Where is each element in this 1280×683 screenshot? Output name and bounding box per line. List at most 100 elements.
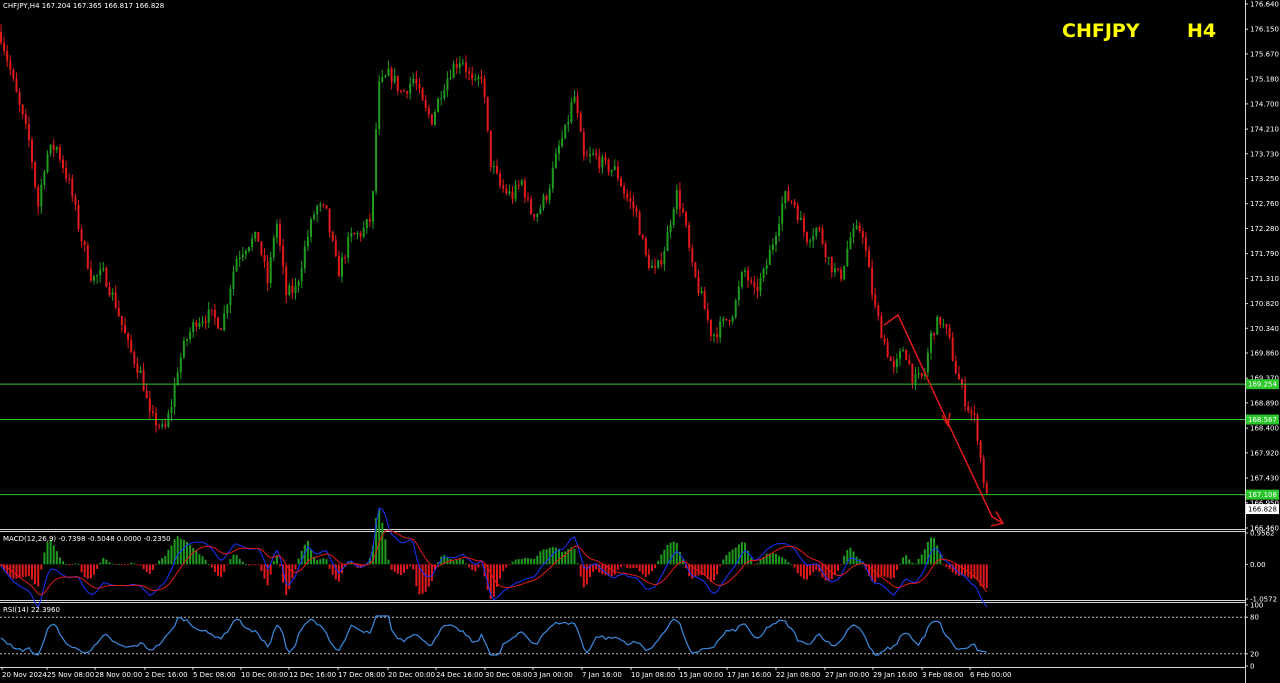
macd-histogram-bar xyxy=(468,564,471,568)
rsi-pane: 100 80 20 0 xyxy=(0,602,1263,671)
price-tick-label: 169.370 xyxy=(1250,375,1279,383)
time-tick-label: 27 Jan 00:00 xyxy=(825,671,869,679)
candle-body xyxy=(781,203,784,224)
candle-body xyxy=(120,316,123,326)
macd-histogram-bar xyxy=(973,564,976,579)
candle-body xyxy=(446,78,449,91)
candle-body xyxy=(263,254,266,262)
candle-body xyxy=(201,321,204,324)
macd-histogram-bar xyxy=(40,564,43,570)
candle-body xyxy=(737,286,740,301)
macd-line xyxy=(0,507,988,609)
candle-body xyxy=(508,191,511,194)
candle-body xyxy=(384,75,387,78)
time-tick-label: 17 Dec 08:00 xyxy=(338,671,385,679)
candle-body xyxy=(477,76,480,80)
macd-histogram-bar xyxy=(62,561,64,565)
support-levels[interactable]: 169.254 168.567 167.108 166.828 xyxy=(0,379,1279,515)
macd-histogram-bar xyxy=(666,544,669,565)
candle-body xyxy=(647,254,650,268)
macd-histogram-bar xyxy=(517,559,520,565)
macd-histogram-bar xyxy=(871,564,874,582)
price-tick-label: 174.700 xyxy=(1250,100,1279,108)
macd-histogram-bar xyxy=(716,564,719,575)
candle-body xyxy=(592,153,595,155)
trend-arrow xyxy=(883,313,1005,527)
candle-body xyxy=(328,208,331,232)
candle-body xyxy=(601,157,604,168)
macd-histogram-bar xyxy=(719,564,722,567)
macd-histogram-bar xyxy=(492,564,495,598)
macd-histogram-bar xyxy=(350,560,353,565)
macd-histogram-bar xyxy=(595,564,598,570)
macd-histogram-bar xyxy=(263,564,266,579)
candle-body xyxy=(139,370,142,373)
price-tick-label: 168.890 xyxy=(1250,399,1279,407)
candle-body xyxy=(778,223,781,237)
macd-histogram-bar xyxy=(790,564,793,566)
time-tick-label: 30 Dec 08:00 xyxy=(485,671,532,679)
candle-body xyxy=(948,327,951,338)
macd-histogram-bar xyxy=(554,547,557,565)
candle-body xyxy=(654,265,657,268)
candle-body xyxy=(282,245,285,267)
candle-body xyxy=(468,71,471,74)
macd-histogram-bar xyxy=(604,564,607,576)
candle-body xyxy=(9,60,12,70)
candle-body xyxy=(849,237,852,249)
candle-body xyxy=(347,236,350,258)
candle-body xyxy=(926,352,929,373)
macd-histogram-bar xyxy=(232,554,235,565)
macd-histogram-bar xyxy=(589,564,591,578)
candle-body xyxy=(390,68,393,82)
candle-body xyxy=(616,166,619,179)
macd-histogram-bar xyxy=(449,558,452,565)
macd-histogram-bar xyxy=(514,559,517,565)
chart-info: CHFJPY,H4 167.204 167.365 166.817 166.82… xyxy=(3,2,164,10)
candle-body xyxy=(970,410,973,414)
macd-histogram-bar xyxy=(217,564,219,576)
macd-histogram-bar xyxy=(145,564,148,573)
candle-body xyxy=(719,321,722,338)
candle-body xyxy=(52,144,55,150)
candle-body xyxy=(957,373,960,380)
candle-body xyxy=(285,266,288,296)
candle-body xyxy=(365,219,368,229)
macd-histogram-bar xyxy=(654,564,657,569)
macd-histogram-bar xyxy=(127,564,130,566)
candle-body xyxy=(294,285,297,294)
candle-body xyxy=(775,236,777,245)
candle-body xyxy=(747,270,750,281)
candle-body xyxy=(799,217,802,220)
candle-body xyxy=(378,81,381,130)
candle-body xyxy=(350,233,353,237)
macd-histogram-bar xyxy=(446,557,449,565)
macd-histogram-bar xyxy=(347,561,350,565)
candle-body xyxy=(68,178,71,180)
macd-histogram-bar xyxy=(167,549,170,565)
price-candles xyxy=(0,24,988,495)
candle-body xyxy=(235,258,238,272)
candle-body xyxy=(945,324,948,328)
candle-body xyxy=(74,196,77,205)
macd-histogram-bar xyxy=(275,556,278,565)
candle-body xyxy=(626,193,629,199)
trend-arrow-mid-head xyxy=(941,412,951,428)
candle-body xyxy=(666,232,669,251)
macd-histogram-bar xyxy=(846,550,849,565)
macd-histogram-bar xyxy=(908,559,911,565)
macd-histogram-bar xyxy=(722,559,725,565)
macd-histogram-bar xyxy=(685,564,688,569)
macd-histogram-bar xyxy=(86,564,89,579)
macd-histogram-bar xyxy=(74,563,77,565)
candle-body xyxy=(18,92,21,105)
macd-histogram-bar xyxy=(477,564,480,568)
macd-histogram-bar xyxy=(818,564,821,572)
time-tick-label: 20 Nov 2024 xyxy=(2,671,47,679)
candle-body xyxy=(195,322,198,327)
time-tick-label: 5 Dec 08:00 xyxy=(193,671,236,679)
rsi-line xyxy=(0,615,987,656)
macd-histogram-bar xyxy=(750,557,753,565)
candle-body xyxy=(288,285,291,296)
